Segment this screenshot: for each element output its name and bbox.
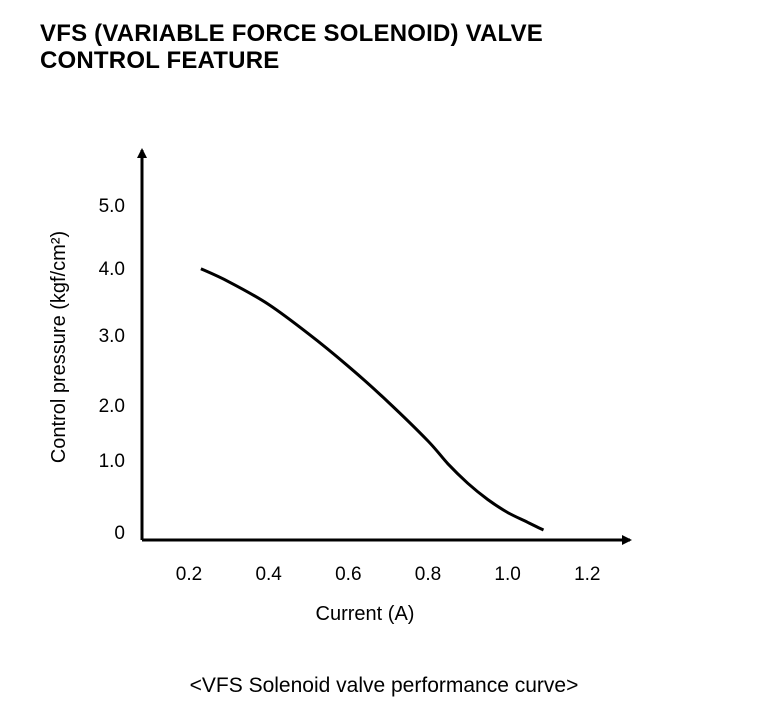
x-tick-labels: 0.2 0.4 0.6 0.8 1.0 1.2 [176,564,601,585]
chart-title: VFS (VARIABLE FORCE SOLENOID) VALVE CONT… [40,20,543,74]
x-axis-label: Current (A) [316,603,415,625]
y-tick-label: 4.0 [99,259,125,280]
x-tick-label: 1.0 [494,564,520,585]
y-tick-label: 3.0 [99,326,125,347]
y-tick-label: 0 [114,523,125,544]
x-tick-label: 0.6 [335,564,361,585]
y-tick-label: 2.0 [99,396,125,417]
series-line [200,267,545,532]
x-tick-label: 0.8 [415,564,441,585]
chart-caption: <VFS Solenoid valve performance curve> [189,674,579,697]
chart-title-line-2: CONTROL FEATURE [40,47,280,74]
y-tick-label: 5.0 [99,196,125,217]
chart-title-line-1: VFS (VARIABLE FORCE SOLENOID) VALVE [40,20,544,47]
y-axis-label: Control pressure (kgf/cm²) [48,231,70,463]
x-tick-label: 1.2 [574,564,600,585]
y-tick-labels: 0 1.0 2.0 3.0 4.0 5.0 [99,196,125,544]
x-tick-label: 0.2 [176,564,202,585]
x-tick-label: 0.4 [255,564,282,585]
y-tick-label: 1.0 [99,451,125,472]
